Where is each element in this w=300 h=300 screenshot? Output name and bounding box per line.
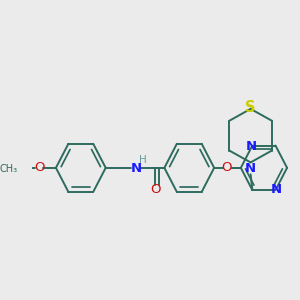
Text: O: O [150,183,161,196]
Text: CH₃: CH₃ [0,164,18,174]
Text: N: N [130,162,142,175]
Text: H: H [139,155,147,165]
Text: O: O [221,161,232,174]
Text: S: S [245,100,256,116]
Text: N: N [246,140,257,153]
Text: N: N [271,183,282,196]
Text: O: O [35,161,45,174]
Text: N: N [245,162,256,175]
